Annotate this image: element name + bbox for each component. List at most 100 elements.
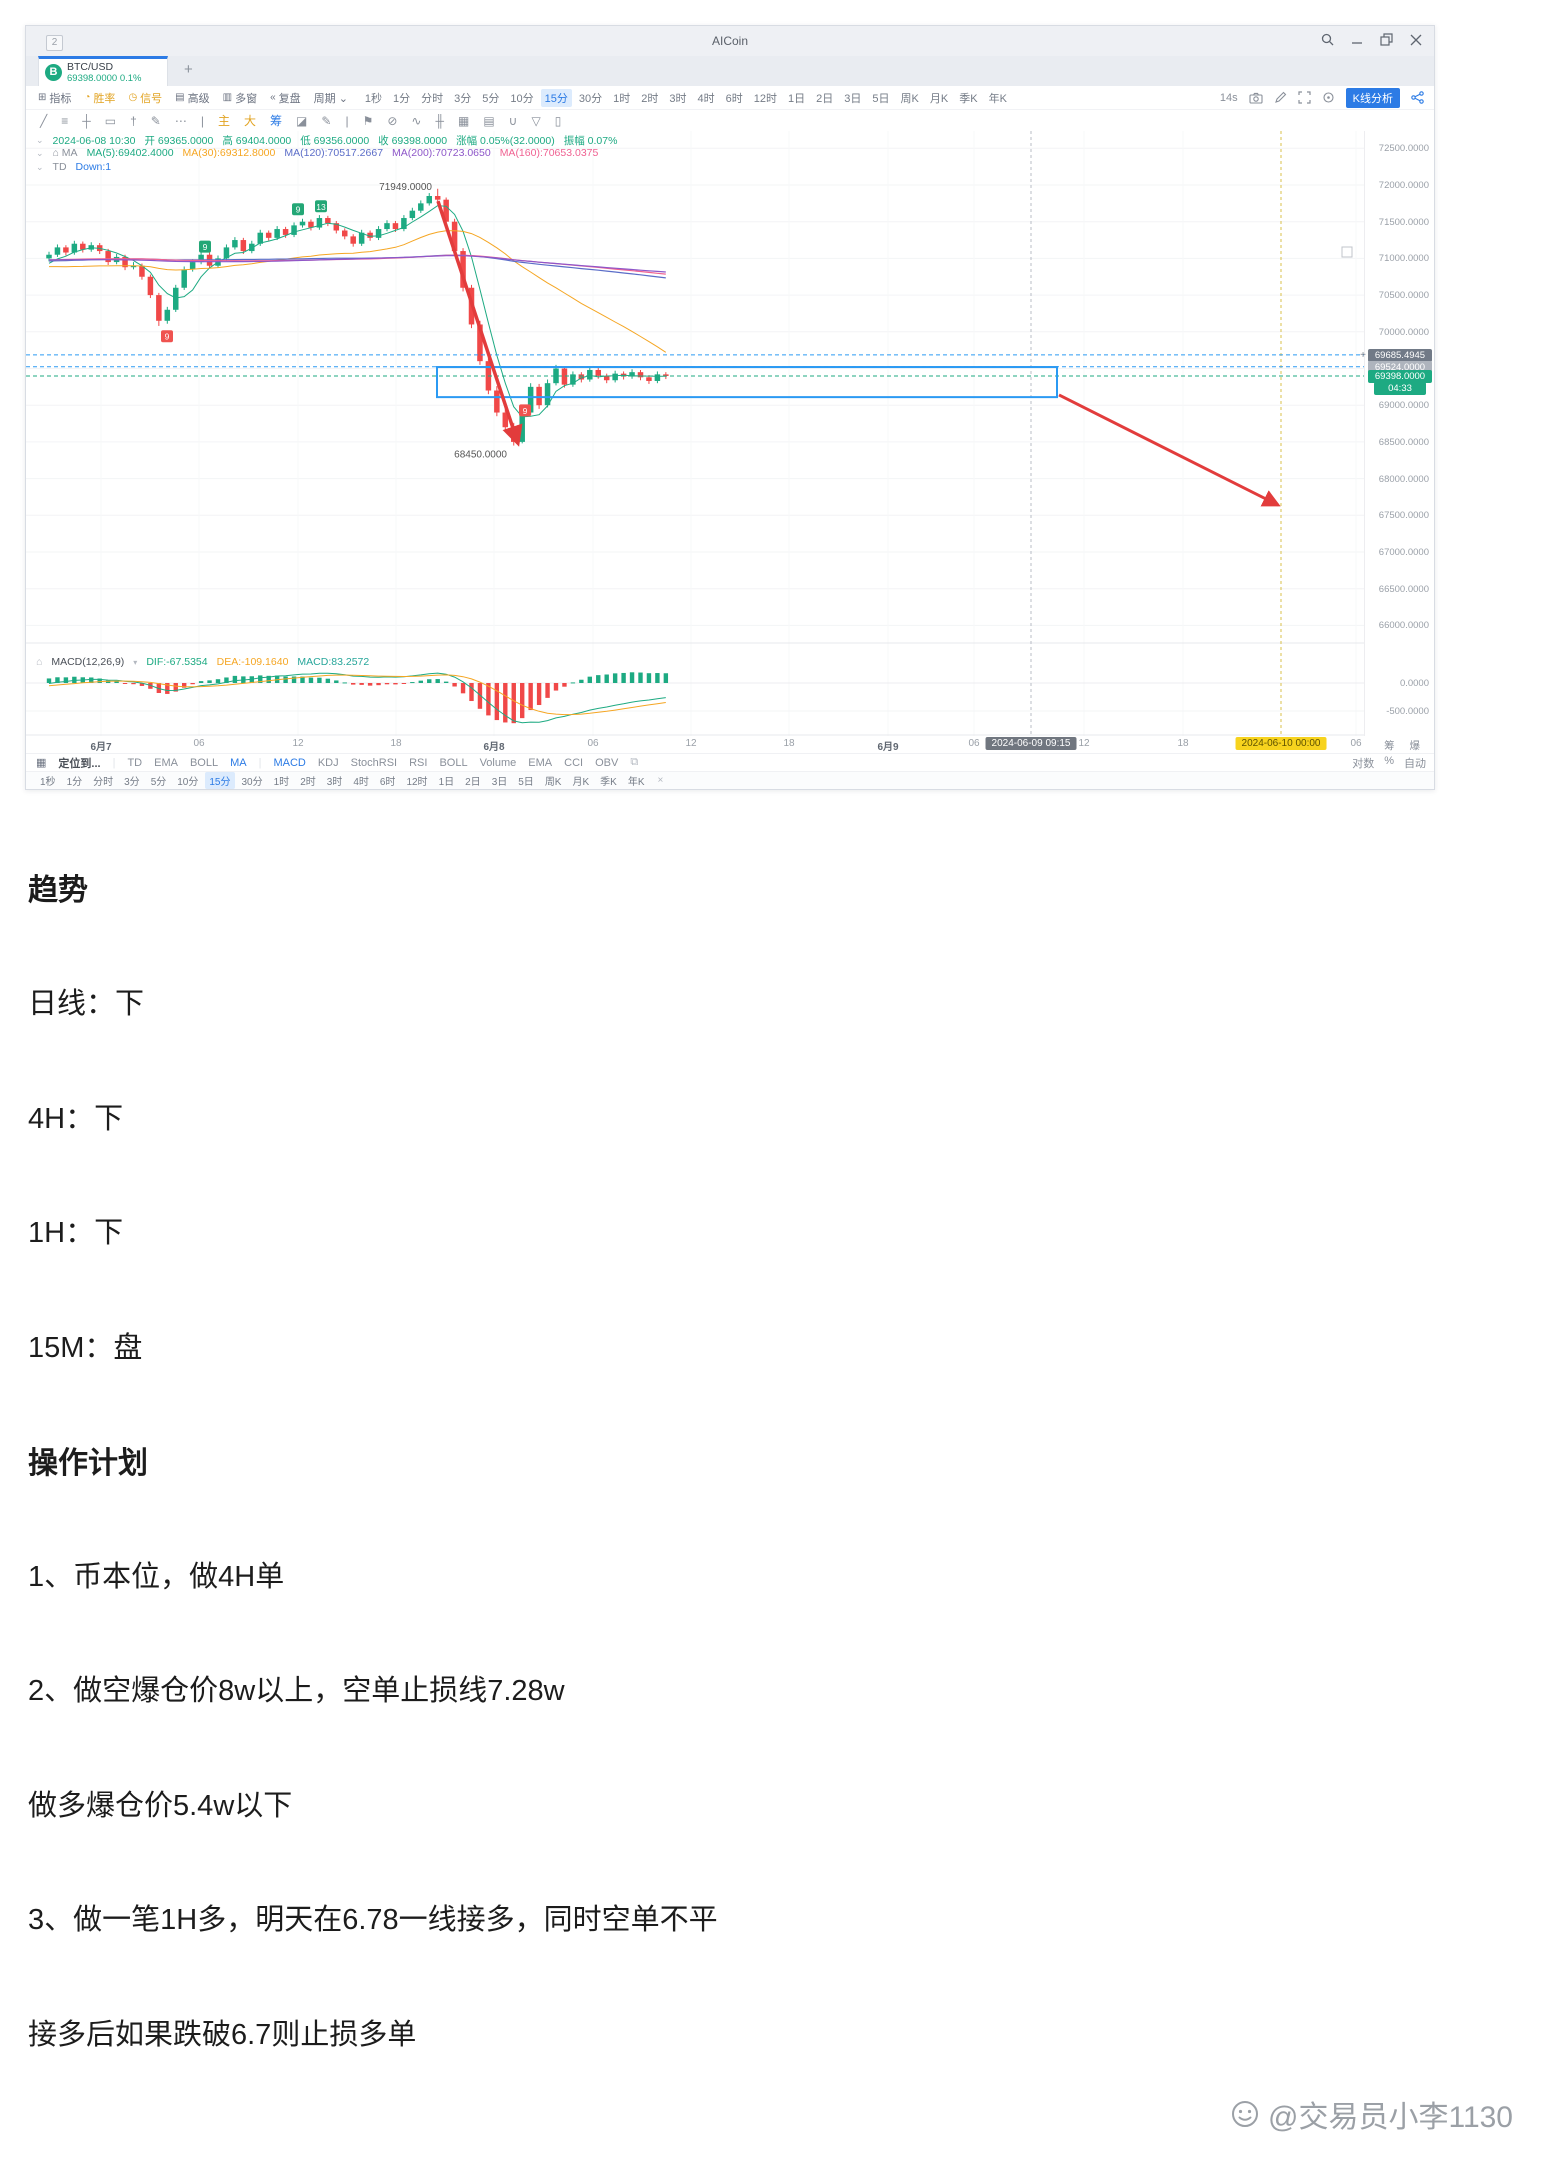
indicator-tab-Volume[interactable]: Volume [479,756,517,769]
tf-top-4时[interactable]: 4时 [697,92,715,105]
text-tool-icon[interactable]: † [130,113,137,128]
overlay-tab-EMA[interactable]: EMA [154,756,178,769]
tf-bottom-2日[interactable]: 2日 [465,777,481,788]
parallel-lines-icon[interactable]: ≡ [61,113,69,128]
tf-top-12时[interactable]: 12时 [753,92,778,105]
brush-icon[interactable]: ✎ [150,113,161,128]
tf-top-5分[interactable]: 5分 [482,92,500,105]
toolbar-item-多窗[interactable]: ▥ 多窗 [223,90,257,106]
edit-icon[interactable]: ⧉ [630,756,639,768]
scale-option-对数[interactable]: 对数 [1352,757,1375,770]
tf-bottom-3时[interactable]: 3时 [326,777,343,788]
large-label[interactable]: 大 [244,114,257,128]
tf-bottom-季K[interactable]: 季K [600,777,617,788]
measure-icon[interactable]: ┼ [82,113,91,128]
indicator-tab-OBV[interactable]: OBV [595,756,619,769]
close-panel-icon[interactable]: × [657,775,664,786]
main-chart-label[interactable]: 主 [217,114,230,128]
frame-icon[interactable] [1298,91,1311,104]
tf-top-1分[interactable]: 1分 [393,92,411,105]
new-tab-button[interactable]: + [184,61,193,78]
line-handle-icon[interactable]: + [1360,349,1366,361]
indicator-tab-StochRSI[interactable]: StochRSI [350,756,398,769]
trendline-icon[interactable]: ╱ [40,113,48,128]
toolbar-item-信号[interactable]: ◷ 信号 [128,90,162,106]
more-tools-icon[interactable]: ⋯ [174,113,187,128]
clip-icon[interactable]: ⊘ [387,113,398,128]
tf-bottom-1时[interactable]: 1时 [273,777,290,788]
tf-bottom-1分[interactable]: 1分 [66,777,83,788]
scale-option-自动[interactable]: 自动 [1404,757,1426,770]
candlestick-chart[interactable]: 71949.0000 68450.0000 9 9 9 13 9 [26,131,1364,736]
share-icon[interactable] [1411,91,1424,104]
filter-icon[interactable]: ▽ [531,113,541,128]
tf-bottom-12时[interactable]: 12时 [406,777,428,788]
price-axis[interactable]: 72500.0000 72000.0000 71500.0000 71000.0000… [1360,131,1434,736]
search-icon[interactable] [1321,33,1334,46]
tf-top-3分[interactable]: 3分 [454,92,472,105]
time-axis[interactable]: 筹 爆 6月7 06 12 18 6月8 06 12 18 6月9 06 12 18 06 2024-06… [26,736,1434,753]
goto-button[interactable]: 定位到... [58,757,101,770]
tf-top-3日[interactable]: 3日 [844,92,862,105]
tf-top-1秒[interactable]: 1秒 [364,92,383,105]
tf-bottom-2时[interactable]: 2时 [300,777,316,788]
indicator-tab-BOLL[interactable]: BOLL [439,756,468,769]
calendar-icon[interactable]: ▦ [36,757,47,769]
tf-top-30分[interactable]: 30分 [578,92,603,105]
tf-bottom-4时[interactable]: 4时 [353,777,369,788]
tf-bottom-15分[interactable]: 15分 [205,772,235,789]
tf-bottom-10分[interactable]: 10分 [177,777,199,788]
toolbar-item-指标[interactable]: ⊞ 指标 [38,90,71,106]
rectangle-icon[interactable]: ▭ [104,113,117,128]
signature-icon[interactable]: ∿ [411,113,422,128]
toolbar-item-周期 ⌄[interactable]: 周期 ⌄ [314,90,348,106]
tf-top-月K[interactable]: 月K [929,92,949,105]
camera-icon[interactable] [1249,92,1263,104]
tf-top-10分[interactable]: 10分 [510,92,534,105]
restore-icon[interactable] [1380,33,1393,46]
scale-option-%[interactable]: % [1384,754,1394,767]
tf-bottom-3分[interactable]: 3分 [124,777,140,788]
note-icon[interactable]: ▤ [483,113,495,128]
tf-top-2日[interactable]: 2日 [816,92,834,105]
tf-bottom-1秒[interactable]: 1秒 [40,777,56,788]
indicator-tab-MACD[interactable]: MACD [273,756,306,769]
magnet-icon[interactable]: ∪ [508,113,518,128]
tf-bottom-分时[interactable]: 分时 [93,777,114,788]
toolbar-item-复盘[interactable]: «复盘 [270,90,301,106]
candle-tool-icon[interactable]: ╫ [435,113,444,128]
overlay-tab-TD[interactable]: TD [127,756,143,769]
indicator-tab-CCI[interactable]: CCI [564,756,584,769]
indicator-tab-RSI[interactable]: RSI [409,756,428,769]
tf-top-5日[interactable]: 5日 [872,92,890,105]
tf-bottom-5分[interactable]: 5分 [150,777,167,788]
trash-icon[interactable]: ▯ [554,113,562,128]
tf-top-6时[interactable]: 6时 [725,92,743,105]
tf-bottom-年K[interactable]: 年K [627,777,645,788]
target-icon[interactable] [1322,91,1335,104]
eraser-icon[interactable]: ◪ [296,113,308,128]
tf-bottom-5日[interactable]: 5日 [518,777,534,788]
tf-bottom-周K[interactable]: 周K [544,777,562,788]
tf-top-周K[interactable]: 周K [900,92,919,105]
tf-top-1日[interactable]: 1日 [788,92,806,105]
bookmark-icon[interactable]: ⚑ [362,113,374,128]
indicator-tab-KDJ[interactable]: KDJ [317,756,339,769]
overlay-tab-MA[interactable]: MA [230,756,247,769]
tf-top-年K[interactable]: 年K [988,92,1007,105]
kline-analysis-button[interactable]: K线分析 [1345,87,1400,108]
minimize-icon[interactable] [1351,33,1363,46]
indicator-tab-EMA[interactable]: EMA [528,756,553,769]
tab-btcusd[interactable]: B BTC/USD 69398.0000 0.1% [38,56,168,86]
tf-bottom-月K[interactable]: 月K [572,777,590,788]
calendar-icon[interactable]: ▦ [457,113,470,128]
chips-burst-labels[interactable]: 筹 爆 [1384,740,1426,752]
pen-icon[interactable]: ✎ [321,113,332,128]
toolbar-item-高级[interactable]: ▤ 高级 [175,90,209,106]
tf-top-季K[interactable]: 季K [959,92,978,105]
tf-top-1时[interactable]: 1时 [613,92,631,105]
tf-top-分时[interactable]: 分时 [421,92,444,105]
tf-bottom-1日[interactable]: 1日 [438,777,455,788]
close-icon[interactable] [1410,34,1422,46]
pencil-icon[interactable] [1274,91,1287,104]
